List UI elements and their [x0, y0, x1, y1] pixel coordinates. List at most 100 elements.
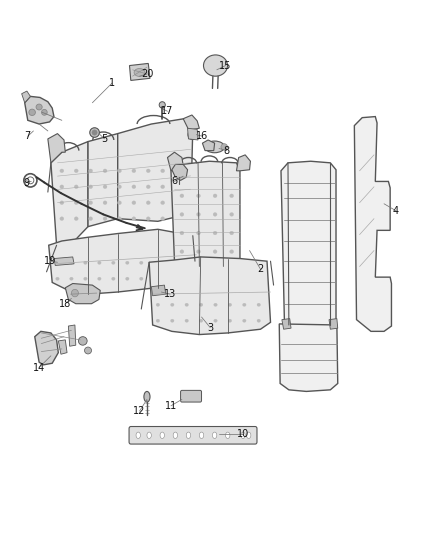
- FancyBboxPatch shape: [180, 390, 201, 402]
- Ellipse shape: [136, 432, 141, 439]
- Text: 16: 16: [196, 131, 208, 141]
- Text: 2: 2: [258, 264, 264, 274]
- Polygon shape: [329, 319, 338, 329]
- Ellipse shape: [112, 261, 115, 264]
- Ellipse shape: [230, 231, 233, 235]
- Ellipse shape: [170, 303, 174, 306]
- Ellipse shape: [153, 261, 157, 264]
- Ellipse shape: [214, 319, 217, 322]
- Ellipse shape: [146, 169, 150, 173]
- Polygon shape: [88, 134, 118, 227]
- Ellipse shape: [144, 391, 150, 402]
- Ellipse shape: [161, 169, 165, 173]
- Ellipse shape: [85, 347, 92, 354]
- Polygon shape: [65, 284, 100, 304]
- Ellipse shape: [98, 277, 101, 280]
- Text: 17: 17: [161, 106, 174, 116]
- Ellipse shape: [117, 169, 121, 173]
- Text: 3: 3: [207, 322, 213, 333]
- Polygon shape: [183, 115, 199, 130]
- Ellipse shape: [84, 277, 87, 280]
- Ellipse shape: [170, 319, 174, 322]
- Ellipse shape: [175, 201, 179, 205]
- Ellipse shape: [103, 217, 107, 221]
- Ellipse shape: [27, 177, 34, 184]
- Text: 13: 13: [164, 289, 176, 299]
- Ellipse shape: [230, 213, 233, 216]
- Ellipse shape: [146, 217, 150, 221]
- Ellipse shape: [159, 102, 165, 108]
- Polygon shape: [130, 63, 150, 80]
- Ellipse shape: [60, 217, 64, 221]
- Ellipse shape: [132, 185, 136, 189]
- Ellipse shape: [228, 303, 232, 306]
- Ellipse shape: [56, 261, 59, 264]
- Ellipse shape: [213, 213, 217, 216]
- Text: 10: 10: [237, 429, 249, 439]
- Ellipse shape: [221, 144, 227, 150]
- Polygon shape: [58, 340, 67, 354]
- Text: 7: 7: [25, 131, 31, 141]
- Text: 1: 1: [109, 78, 115, 88]
- Ellipse shape: [88, 201, 92, 205]
- Ellipse shape: [153, 277, 157, 280]
- Ellipse shape: [103, 185, 107, 189]
- Ellipse shape: [188, 130, 196, 140]
- Ellipse shape: [140, 261, 143, 264]
- Ellipse shape: [243, 303, 246, 306]
- Polygon shape: [54, 257, 74, 265]
- Ellipse shape: [117, 185, 121, 189]
- Ellipse shape: [36, 104, 42, 110]
- Text: 18: 18: [59, 298, 71, 309]
- Polygon shape: [51, 142, 88, 245]
- Polygon shape: [202, 140, 215, 151]
- Ellipse shape: [212, 432, 217, 439]
- Ellipse shape: [88, 185, 92, 189]
- Ellipse shape: [167, 277, 171, 280]
- Ellipse shape: [132, 201, 136, 205]
- Ellipse shape: [29, 109, 35, 116]
- FancyBboxPatch shape: [129, 426, 257, 444]
- Ellipse shape: [230, 194, 233, 198]
- Ellipse shape: [230, 250, 233, 254]
- Polygon shape: [49, 229, 196, 294]
- Ellipse shape: [60, 169, 64, 173]
- Ellipse shape: [228, 319, 232, 322]
- Polygon shape: [68, 325, 76, 346]
- Text: 6: 6: [171, 176, 177, 187]
- Ellipse shape: [90, 128, 99, 138]
- Ellipse shape: [180, 231, 184, 235]
- Ellipse shape: [161, 185, 165, 189]
- Polygon shape: [167, 152, 183, 171]
- Text: 8: 8: [224, 146, 230, 156]
- Text: 12: 12: [133, 406, 146, 416]
- Ellipse shape: [126, 277, 129, 280]
- Ellipse shape: [117, 201, 121, 205]
- Ellipse shape: [146, 201, 150, 205]
- Polygon shape: [151, 285, 166, 296]
- Polygon shape: [187, 128, 198, 140]
- Ellipse shape: [180, 194, 184, 198]
- Ellipse shape: [70, 277, 73, 280]
- Ellipse shape: [175, 169, 179, 173]
- Ellipse shape: [241, 432, 245, 439]
- Ellipse shape: [88, 169, 92, 173]
- Ellipse shape: [161, 201, 165, 205]
- Ellipse shape: [56, 277, 59, 280]
- Polygon shape: [149, 257, 271, 335]
- Ellipse shape: [156, 303, 159, 306]
- Ellipse shape: [226, 432, 230, 439]
- Text: 9: 9: [23, 177, 29, 188]
- Ellipse shape: [205, 141, 224, 153]
- Ellipse shape: [147, 432, 151, 439]
- Text: 15: 15: [219, 61, 232, 70]
- Ellipse shape: [146, 185, 150, 189]
- Ellipse shape: [213, 250, 217, 254]
- Ellipse shape: [78, 337, 87, 345]
- Ellipse shape: [197, 231, 201, 235]
- Polygon shape: [21, 91, 30, 103]
- Ellipse shape: [161, 217, 165, 221]
- Ellipse shape: [74, 169, 78, 173]
- Polygon shape: [237, 155, 251, 171]
- Text: 5: 5: [102, 134, 108, 144]
